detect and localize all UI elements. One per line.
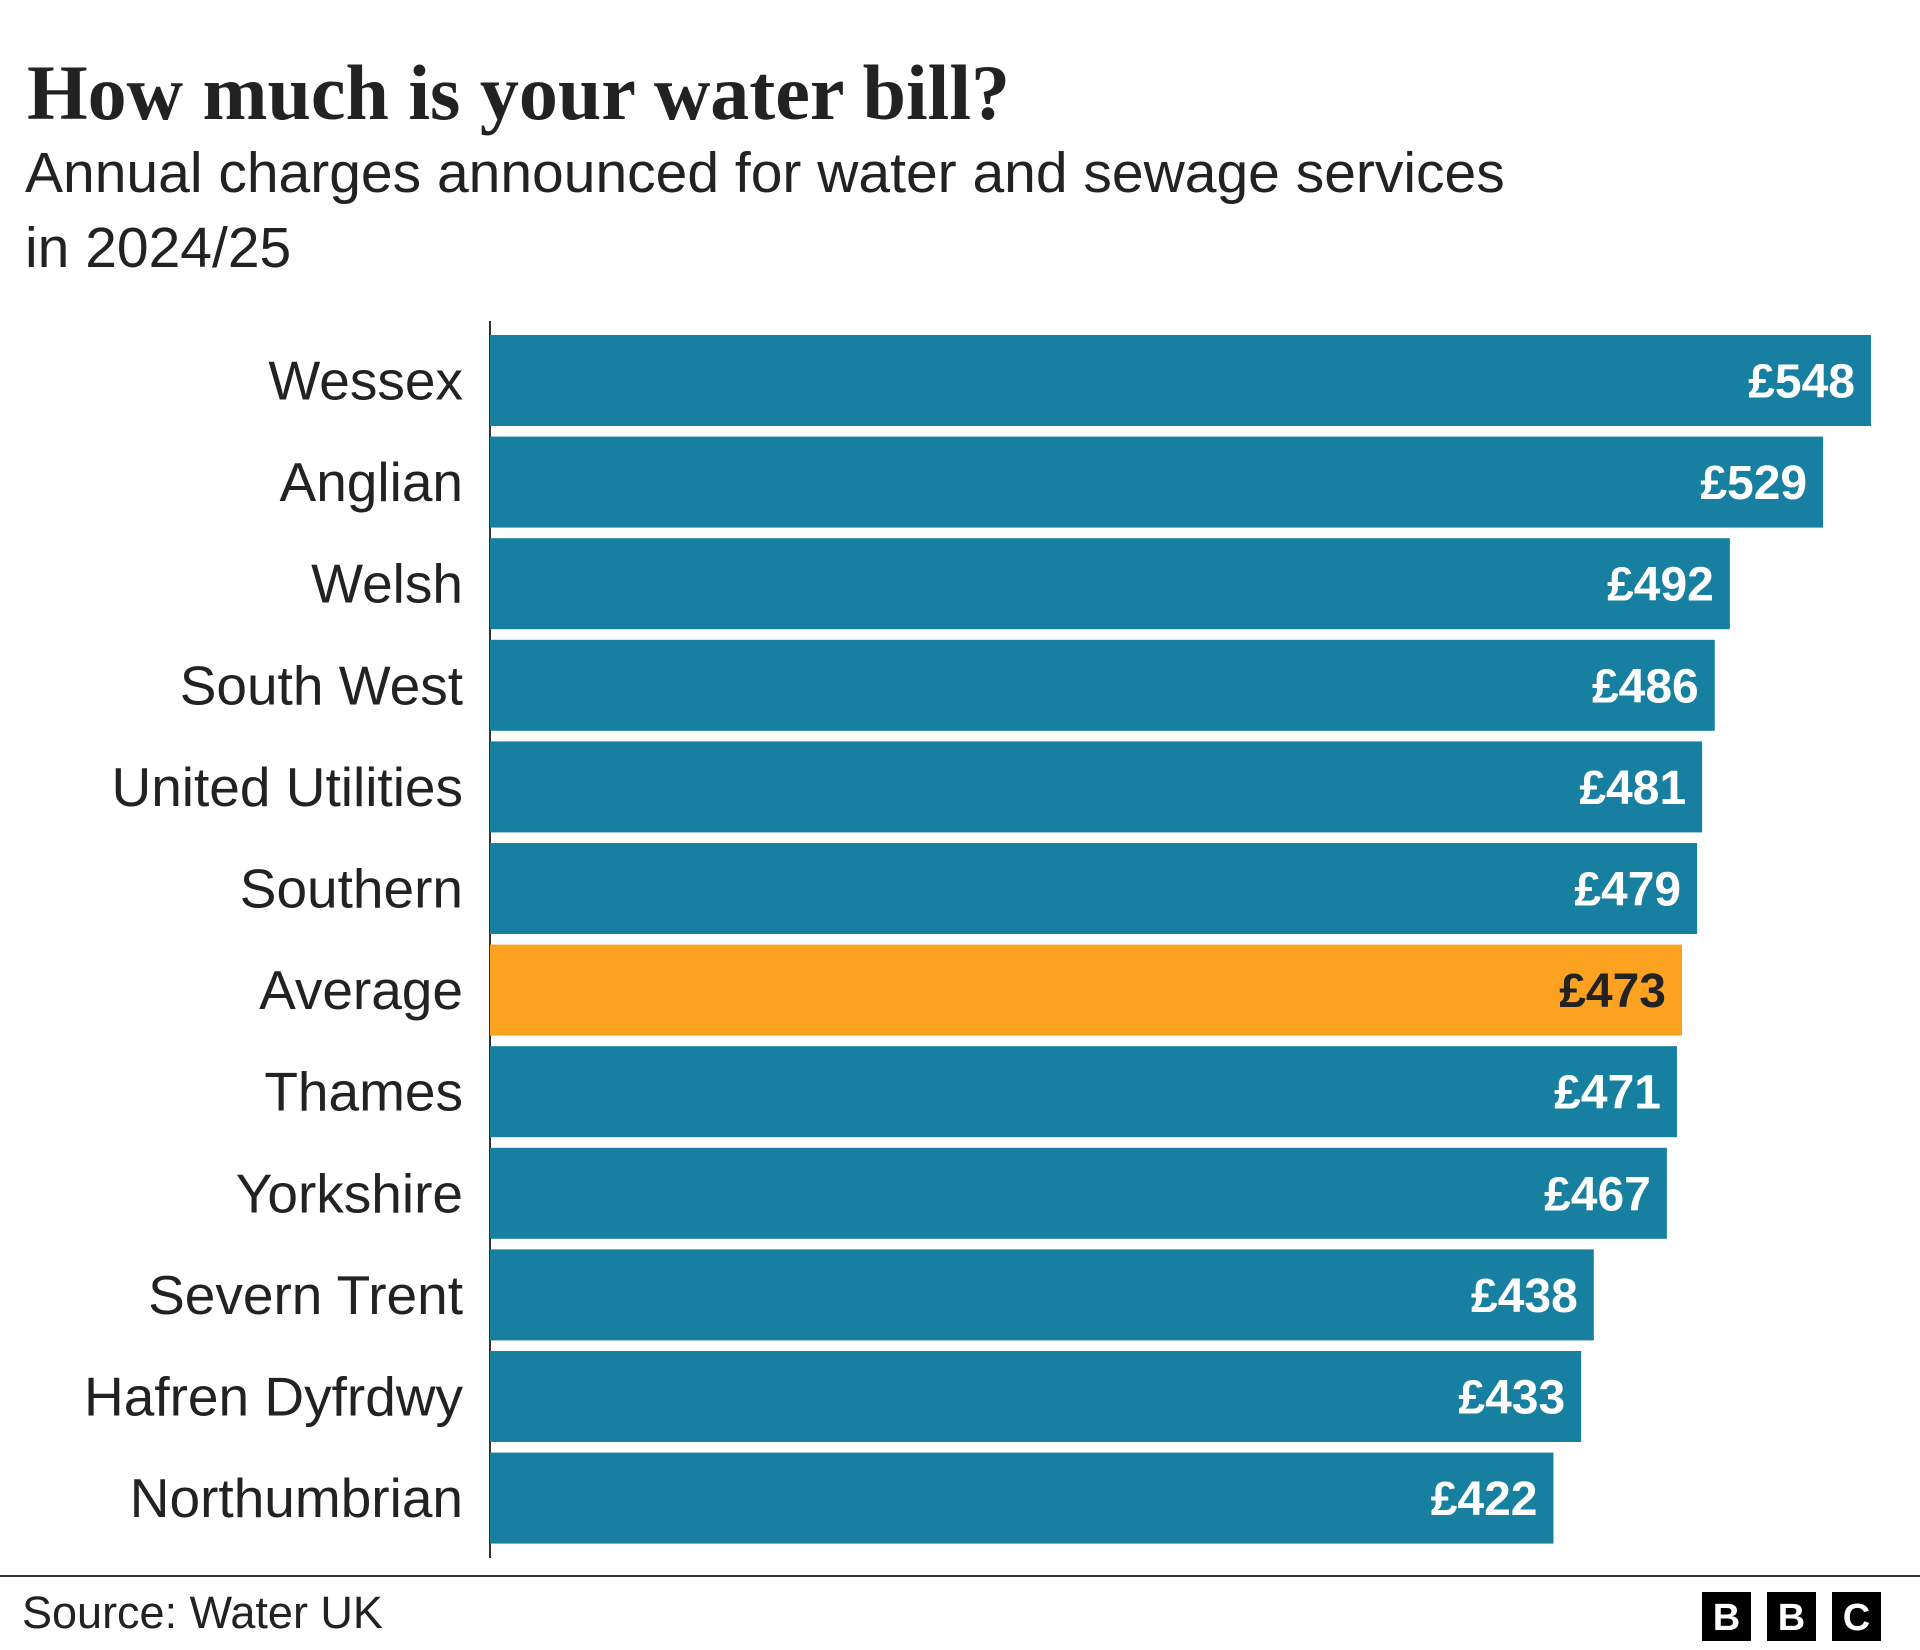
category-label: Wessex: [268, 350, 463, 412]
bar: [490, 1147, 1667, 1239]
value-label: £438: [1471, 1270, 1578, 1323]
chart-title: How much is your water bill?: [27, 49, 1010, 136]
category-label: Severn Trent: [148, 1264, 463, 1326]
category-label: Anglian: [280, 451, 463, 513]
category-label: United Utilities: [111, 756, 463, 818]
category-label: Yorkshire: [236, 1162, 463, 1224]
value-label: £422: [1431, 1473, 1538, 1526]
value-label: £492: [1607, 559, 1714, 612]
bar: [490, 1452, 1554, 1544]
category-label: Welsh: [311, 553, 463, 615]
category-label: South West: [180, 654, 463, 716]
value-label: £486: [1592, 660, 1699, 713]
chart-subtitle: in 2024/25: [25, 216, 291, 280]
value-label: £481: [1579, 762, 1686, 815]
bar: [490, 1351, 1582, 1442]
bar: [490, 538, 1730, 630]
category-label: Northumbrian: [130, 1467, 463, 1529]
logo-letter: B: [1778, 1597, 1805, 1639]
bar: [490, 1046, 1677, 1138]
logo-box: [1832, 1592, 1881, 1641]
value-label: £467: [1544, 1168, 1651, 1221]
value-label: £473: [1559, 965, 1666, 1018]
bar: [490, 1249, 1594, 1341]
logo-letter: C: [1843, 1597, 1870, 1639]
source: Source: Water UK: [22, 1587, 383, 1638]
value-label: £529: [1700, 457, 1807, 510]
logo-box: [1767, 1592, 1816, 1641]
bar: [490, 436, 1824, 528]
value-label: £433: [1458, 1372, 1565, 1425]
bar: [490, 843, 1698, 934]
category-label: Thames: [264, 1061, 463, 1123]
bar: [490, 741, 1703, 833]
value-label: £548: [1748, 356, 1855, 409]
bar: [490, 335, 1871, 426]
value-label: £479: [1574, 864, 1681, 917]
logo-box: [1702, 1592, 1751, 1641]
category-label: Southern: [240, 858, 463, 920]
bar: [490, 639, 1715, 731]
value-label: £471: [1554, 1067, 1661, 1120]
bar: [490, 944, 1682, 1036]
category-label: Average: [259, 959, 463, 1021]
category-label: Hafren Dyfrdwy: [84, 1366, 463, 1428]
chart-subtitle: Annual charges announced for water and s…: [25, 141, 1505, 205]
logo-letter: B: [1713, 1597, 1740, 1639]
